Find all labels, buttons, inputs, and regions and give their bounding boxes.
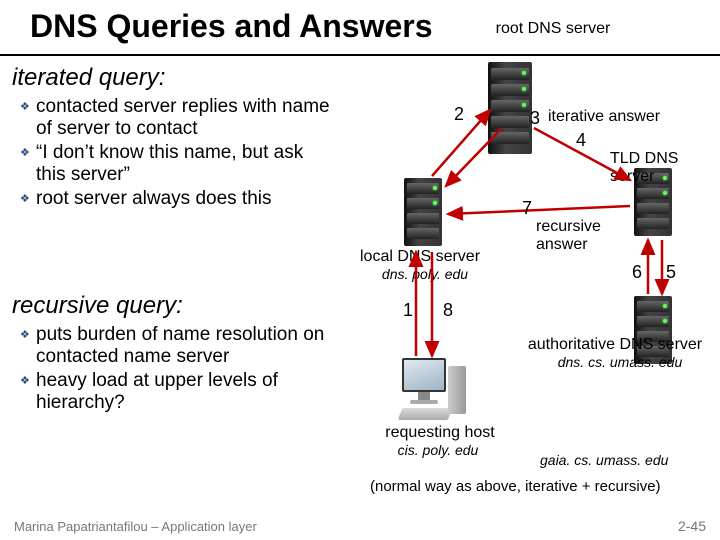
dns-arrows [0,0,720,540]
step-6: 6 [632,262,642,283]
footer-left: Marina Papatriantafilou – Application la… [14,519,257,534]
step-8: 8 [443,300,453,321]
step-1: 1 [403,300,413,321]
step-2: 2 [454,104,464,125]
step-3: 3 [530,108,540,129]
step-7: 7 [522,198,532,219]
step-5: 5 [666,262,676,283]
footer-right: 2-45 [678,518,706,534]
step-4: 4 [576,130,586,151]
